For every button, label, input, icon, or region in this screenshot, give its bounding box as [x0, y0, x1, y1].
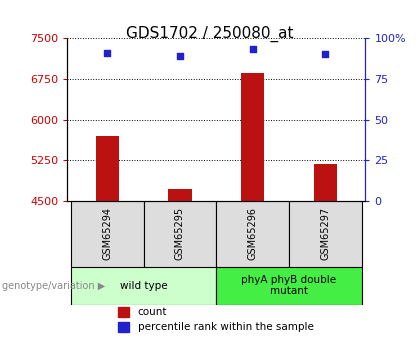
Point	[176, 53, 183, 59]
Text: wild type: wild type	[120, 280, 168, 290]
Text: GSM65295: GSM65295	[175, 207, 185, 260]
Bar	[314, 164, 337, 201]
Text: GDS1702 / 250080_at: GDS1702 / 250080_at	[126, 26, 294, 42]
Bar	[168, 189, 192, 201]
Bar	[216, 201, 289, 267]
Point	[104, 50, 110, 56]
Bar	[71, 201, 144, 267]
Bar	[144, 201, 216, 267]
Text: phyA phyB double
mutant: phyA phyB double mutant	[241, 275, 336, 296]
Bar	[241, 73, 264, 201]
Bar	[289, 201, 362, 267]
Text: GSM65297: GSM65297	[320, 207, 331, 260]
Text: GSM65294: GSM65294	[102, 207, 112, 260]
Bar	[96, 136, 119, 201]
Text: count: count	[138, 307, 167, 317]
Text: percentile rank within the sample: percentile rank within the sample	[138, 322, 313, 332]
Point	[322, 51, 329, 57]
Text: genotype/variation ▶: genotype/variation ▶	[2, 280, 105, 290]
Bar	[71, 267, 216, 305]
Bar	[216, 267, 362, 305]
Text: GSM65296: GSM65296	[248, 207, 257, 260]
Bar	[118, 307, 129, 317]
Bar	[118, 322, 129, 332]
Point	[249, 47, 256, 52]
